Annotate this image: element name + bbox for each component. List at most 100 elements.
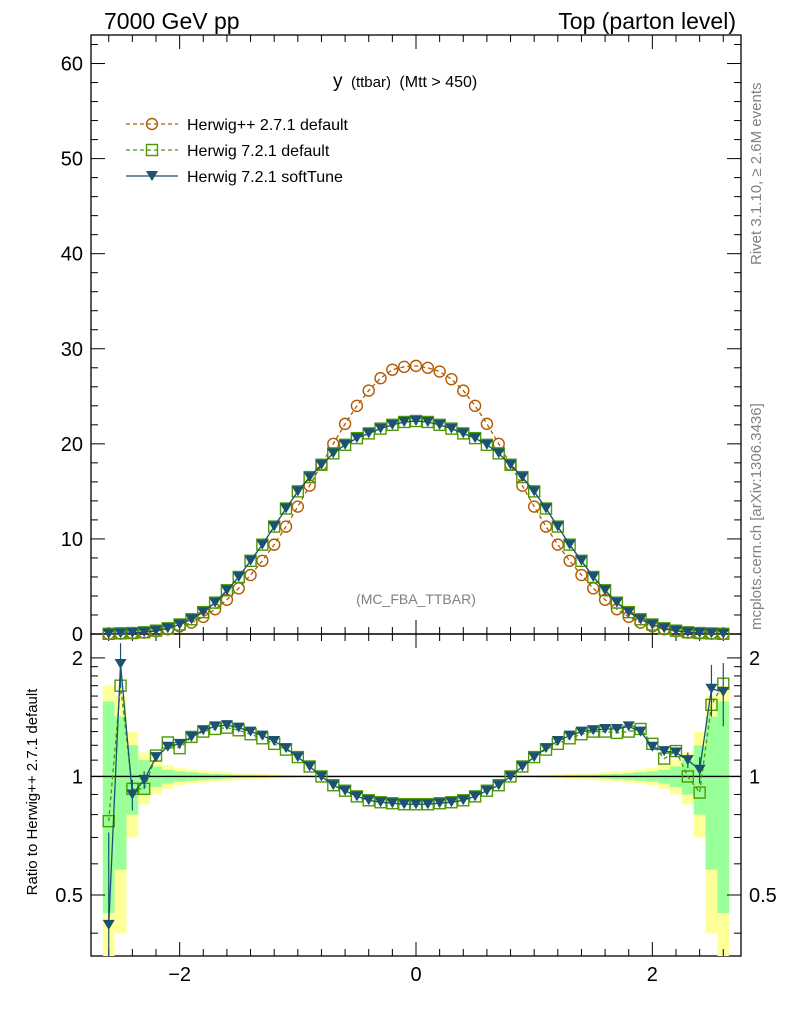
data-point-triangle [681, 627, 694, 638]
data-point-triangle [599, 585, 612, 596]
data-point-square [693, 786, 706, 799]
analysis-watermark: (MC_FBA_TTBAR) [356, 591, 476, 607]
mcplots-label: mcplots.cern.ch [arXiv:1306.3436] [748, 403, 765, 630]
data-point-square [598, 584, 612, 597]
data-point-square [681, 770, 695, 783]
data-point-triangle [587, 571, 600, 582]
data-point-square [657, 622, 671, 635]
data-point-triangle [339, 785, 352, 796]
data-point-triangle [516, 761, 529, 772]
ratio-axis-ticks: 0.5 0.5 1 1 2 2 −2 0 2 [55, 634, 777, 986]
data-point-square [232, 570, 245, 584]
data-point-circle [480, 417, 494, 431]
data-point-square [374, 422, 387, 435]
data-point-square [468, 431, 482, 445]
legend-label: Herwig 7.2.1 default [187, 143, 330, 160]
data-point-square [362, 427, 375, 440]
y-tick-label: 10 [61, 529, 83, 551]
ratio-y-tick-label-right: 2 [749, 648, 760, 670]
y-tick-label: 20 [61, 434, 83, 456]
data-point-triangle [398, 799, 411, 810]
legend-label: Herwig 7.2.1 softTune [187, 169, 343, 186]
data-point-circle [457, 384, 470, 397]
data-point-square [492, 447, 505, 460]
data-point-triangle [540, 503, 552, 514]
data-point-triangle [693, 764, 706, 775]
data-point-triangle [114, 628, 127, 639]
data-point-triangle [161, 623, 174, 634]
legend-entry-herwig7-softtune: Herwig 7.2.1 softTune [126, 169, 343, 186]
series-line [108, 663, 724, 925]
plot-title-sub1: (ttbar) [351, 74, 391, 91]
main-axis-ticks: 0 10 20 30 40 50 60 [61, 35, 741, 646]
data-point-circle [386, 363, 399, 376]
data-point-square [504, 458, 517, 471]
data-point-triangle [646, 741, 659, 752]
data-point-triangle [551, 521, 564, 532]
data-point-triangle [280, 743, 292, 754]
data-point-square [208, 596, 222, 609]
data-point-square [256, 538, 269, 551]
data-point-square [468, 790, 482, 803]
data-point-triangle [445, 797, 458, 808]
data-point-circle [563, 554, 576, 567]
data-point-triangle [161, 741, 174, 752]
data-point-triangle [421, 799, 434, 810]
data-point-square [185, 613, 198, 626]
data-point-circle [338, 417, 352, 431]
data-point-triangle [102, 628, 115, 639]
ratio-y-tick-label-left: 1 [72, 766, 83, 788]
data-point-square [338, 438, 352, 451]
data-point-square [646, 618, 659, 631]
data-point-triangle [173, 738, 186, 749]
ratio-ylabel: Ratio to Herwig++ 2.7.1 default [24, 688, 41, 896]
data-point-circle [267, 538, 281, 551]
data-point-square [161, 622, 175, 635]
data-point-square [516, 470, 529, 484]
data-point-triangle [563, 539, 576, 550]
data-point-triangle [540, 743, 552, 754]
data-point-square [303, 760, 316, 773]
data-point-circle [279, 520, 293, 533]
data-point-triangle [457, 428, 470, 439]
data-point-square [220, 584, 234, 597]
data-point-square [457, 427, 470, 440]
data-point-triangle [551, 736, 564, 747]
data-point-square [244, 554, 257, 567]
data-point-triangle [386, 419, 399, 430]
data-point-triangle [410, 416, 422, 427]
legend-marker-triangle [146, 171, 158, 181]
data-point-square [563, 538, 576, 551]
data-point-square [480, 784, 494, 797]
data-point-triangle [209, 597, 222, 608]
legend-marker-square [145, 143, 159, 157]
data-point-triangle [138, 627, 151, 638]
ratio-y-tick-label-right: 1 [749, 766, 760, 788]
data-point-square [527, 485, 541, 498]
data-point-triangle [303, 761, 316, 772]
plot-title: y (ttbar) (Mtt > 450) [333, 71, 477, 92]
data-point-triangle [646, 619, 659, 630]
data-point-triangle [622, 607, 635, 618]
data-point-square [551, 520, 565, 533]
data-point-square [575, 554, 588, 567]
data-point-triangle [291, 752, 304, 763]
data-point-circle [409, 359, 423, 373]
data-point-square [291, 485, 305, 498]
data-point-square [173, 618, 186, 631]
data-point-circle [445, 372, 458, 386]
data-point-circle [244, 568, 257, 582]
data-point-triangle [705, 683, 718, 694]
data-point-square [634, 613, 647, 626]
data-point-triangle [705, 628, 718, 639]
data-point-circle [374, 372, 387, 385]
data-point-triangle [327, 448, 340, 459]
data-point-circle [433, 365, 446, 378]
data-point-triangle [374, 423, 387, 434]
data-point-circle [397, 360, 411, 374]
data-point-triangle [244, 555, 257, 566]
data-point-triangle [362, 428, 375, 439]
data-point-triangle [658, 746, 671, 757]
y-tick-label: 50 [61, 149, 83, 171]
x-tick-label: 2 [647, 964, 658, 986]
